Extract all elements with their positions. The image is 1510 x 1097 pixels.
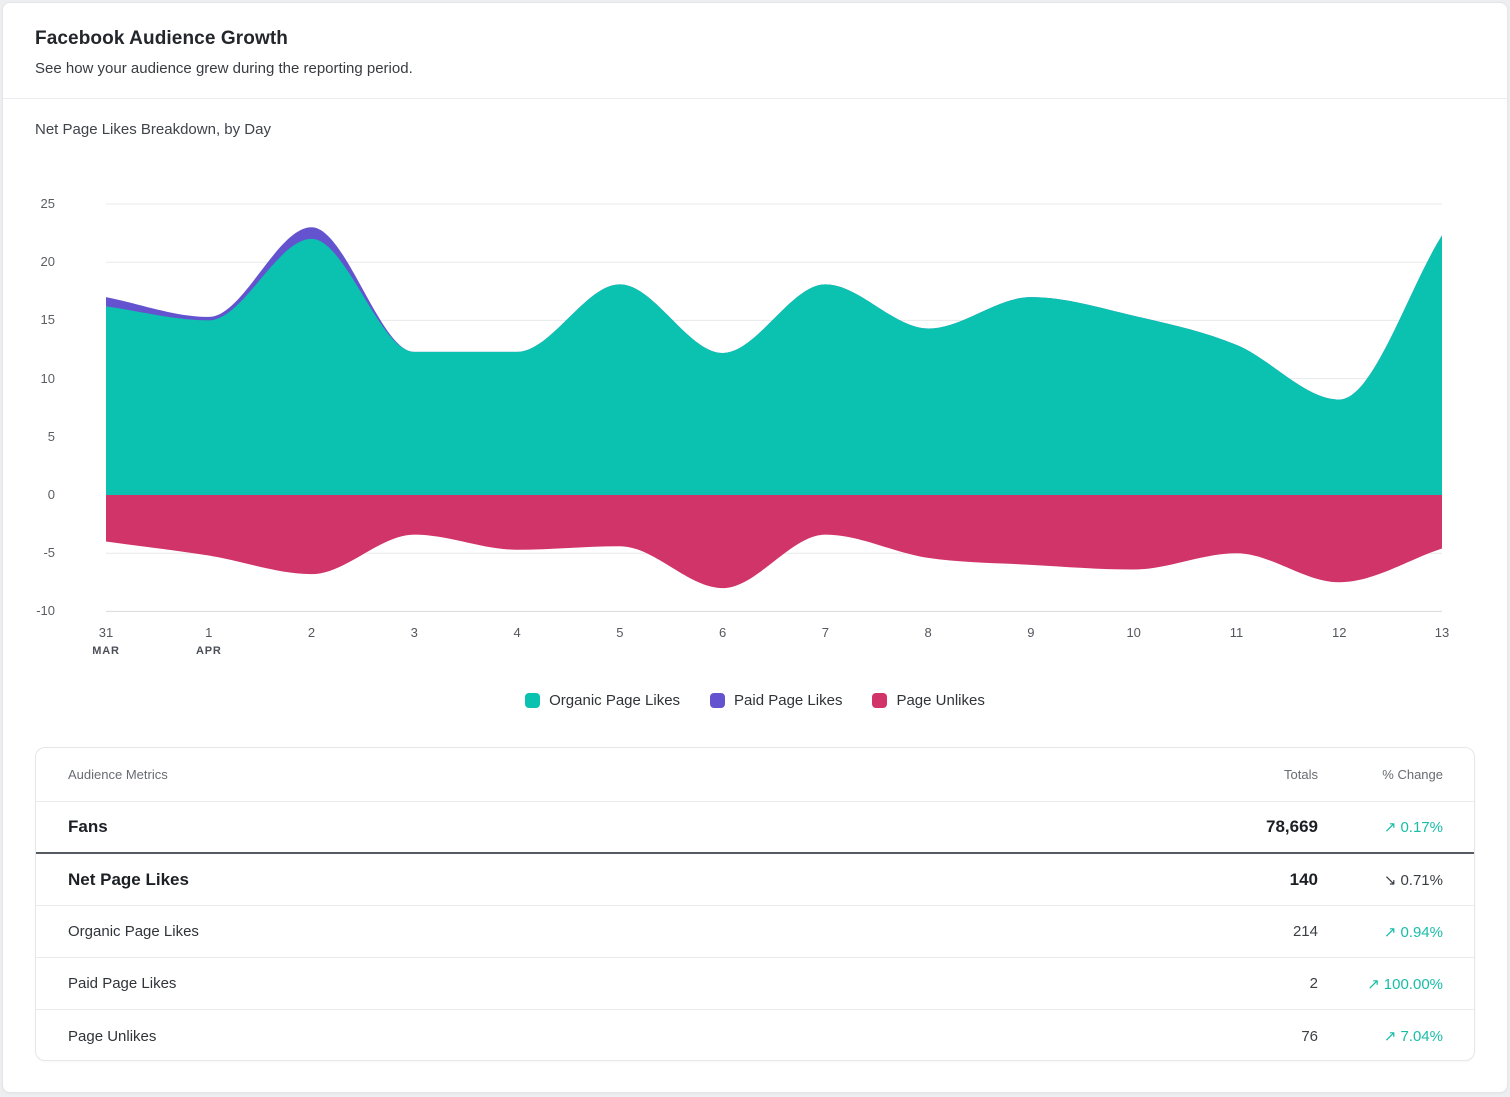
y-tick-label-0: 0 (47, 487, 55, 502)
y-tick-label-5: 5 (47, 428, 55, 444)
metric-label: Organic Page Likes (68, 923, 199, 940)
page-unlikes-swatch-icon (872, 693, 888, 708)
audience-metrics-table: Audience Metrics Totals % Change Fans 78,… (35, 747, 1475, 1061)
x-tick-label-9: 9 (1027, 625, 1035, 640)
y-tick-label-10: 10 (40, 370, 55, 386)
legend-item-paid-page-likes[interactable]: Paid Page Likes (710, 692, 842, 709)
paid-page-likes-swatch-icon (710, 693, 726, 708)
y-tick-label--10: -10 (36, 603, 55, 619)
metric-change: ↗ 0.17% (1318, 818, 1443, 836)
x-tick-label-12: 12 (1331, 625, 1347, 640)
metric-change: ↗ 0.94% (1318, 923, 1443, 941)
metric-label: Page Unlikes (68, 1027, 157, 1045)
change-percent: 0.17% (1400, 819, 1443, 836)
legend-item-page-unlikes[interactable]: Page Unlikes (872, 692, 985, 709)
y-tick-label-15: 15 (40, 312, 55, 328)
organic-page-likes-area (106, 235, 1442, 495)
x-tick-label-11: 11 (1229, 625, 1244, 640)
x-tick-label-31-mar: 31 (98, 625, 114, 640)
chart-title: Net Page Likes Breakdown, by Day (35, 121, 271, 138)
y-tick-label--5: -5 (43, 545, 55, 561)
table-row-organic-page-likes: Organic Page Likes 214 ↗ 0.94% (36, 906, 1474, 958)
legend-label: Page Unlikes (896, 692, 985, 709)
column-header-totals: Totals (1284, 767, 1318, 782)
x-tick-label-5: 5 (616, 625, 624, 640)
x-tick-month-mar: MAR (92, 645, 120, 657)
x-tick-label-13: 13 (1434, 625, 1450, 640)
metric-label: Paid Page Likes (68, 975, 177, 992)
table-body: Fans 78,669 ↗ 0.17% Net Page Likes 140 ↘ 0.71% O… (36, 802, 1474, 1060)
table-header-row: Audience Metrics Totals % Change (36, 748, 1474, 802)
table-row-fans: Fans 78,669 ↗ 0.17% (36, 802, 1474, 854)
metric-total: 2 (1309, 975, 1318, 992)
metric-label: Fans (68, 817, 108, 836)
trend-up-icon: ↗ (1383, 1028, 1397, 1045)
x-tick-label-1-apr: 1 (205, 625, 213, 640)
x-tick-label-2: 2 (307, 625, 316, 640)
x-tick-label-6: 6 (718, 625, 727, 640)
x-tick-label-7: 7 (821, 625, 829, 640)
x-tick-label-4: 4 (513, 625, 521, 640)
legend-label: Organic Page Likes (549, 692, 681, 709)
x-tick-label-10: 10 (1126, 625, 1141, 640)
x-tick-label-8: 8 (924, 625, 932, 640)
change-percent: 100.00% (1383, 975, 1443, 993)
page-unlikes-area (106, 495, 1442, 589)
metric-total: 140 (1289, 869, 1318, 889)
chart-legend: Organic Page Likes Paid Page Likes Page Un… (3, 692, 1507, 709)
column-header-metric: Audience Metrics (68, 767, 168, 782)
metric-total: 76 (1301, 1027, 1318, 1045)
metric-total: 78,669 (1266, 817, 1318, 836)
metric-change: ↗ 100.00% (1318, 975, 1443, 993)
metric-change: ↘ 0.71% (1318, 871, 1443, 889)
trend-up-icon: ↗ (1367, 975, 1380, 993)
change-percent: 0.94% (1400, 923, 1443, 941)
metric-label: Net Page Likes (68, 869, 189, 889)
trend-up-icon: ↗ (1383, 923, 1397, 941)
trend-up-icon: ↗ (1383, 819, 1397, 836)
metric-change: ↗ 7.04% (1318, 1027, 1443, 1045)
paid-page-likes-area (106, 227, 1442, 495)
table-row-page-unlikes: Page Unlikes 76 ↗ 7.04% (36, 1010, 1474, 1060)
page-subtitle: See how your audience grew during the re… (35, 60, 413, 77)
change-percent: 0.71% (1400, 871, 1443, 889)
x-tick-month-apr: APR (195, 645, 222, 657)
header-divider (3, 98, 1507, 99)
organic-page-likes-swatch-icon (525, 693, 541, 708)
change-percent: 7.04% (1400, 1028, 1443, 1045)
y-tick-label-20: 20 (40, 254, 55, 270)
x-tick-label-3: 3 (410, 625, 418, 640)
column-header-change: % Change (1382, 767, 1443, 782)
trend-down-icon: ↘ (1383, 871, 1397, 889)
legend-item-organic-page-likes[interactable]: Organic Page Likes (525, 692, 680, 709)
table-row-paid-page-likes: Paid Page Likes 2 ↗ 100.00% (36, 958, 1474, 1010)
page-title: Facebook Audience Growth (35, 28, 288, 49)
y-tick-label-25: 25 (40, 196, 55, 211)
metric-total: 214 (1292, 923, 1318, 940)
table-row-net-page-likes: Net Page Likes 140 ↘ 0.71% (36, 854, 1474, 906)
legend-label: Paid Page Likes (734, 692, 843, 709)
